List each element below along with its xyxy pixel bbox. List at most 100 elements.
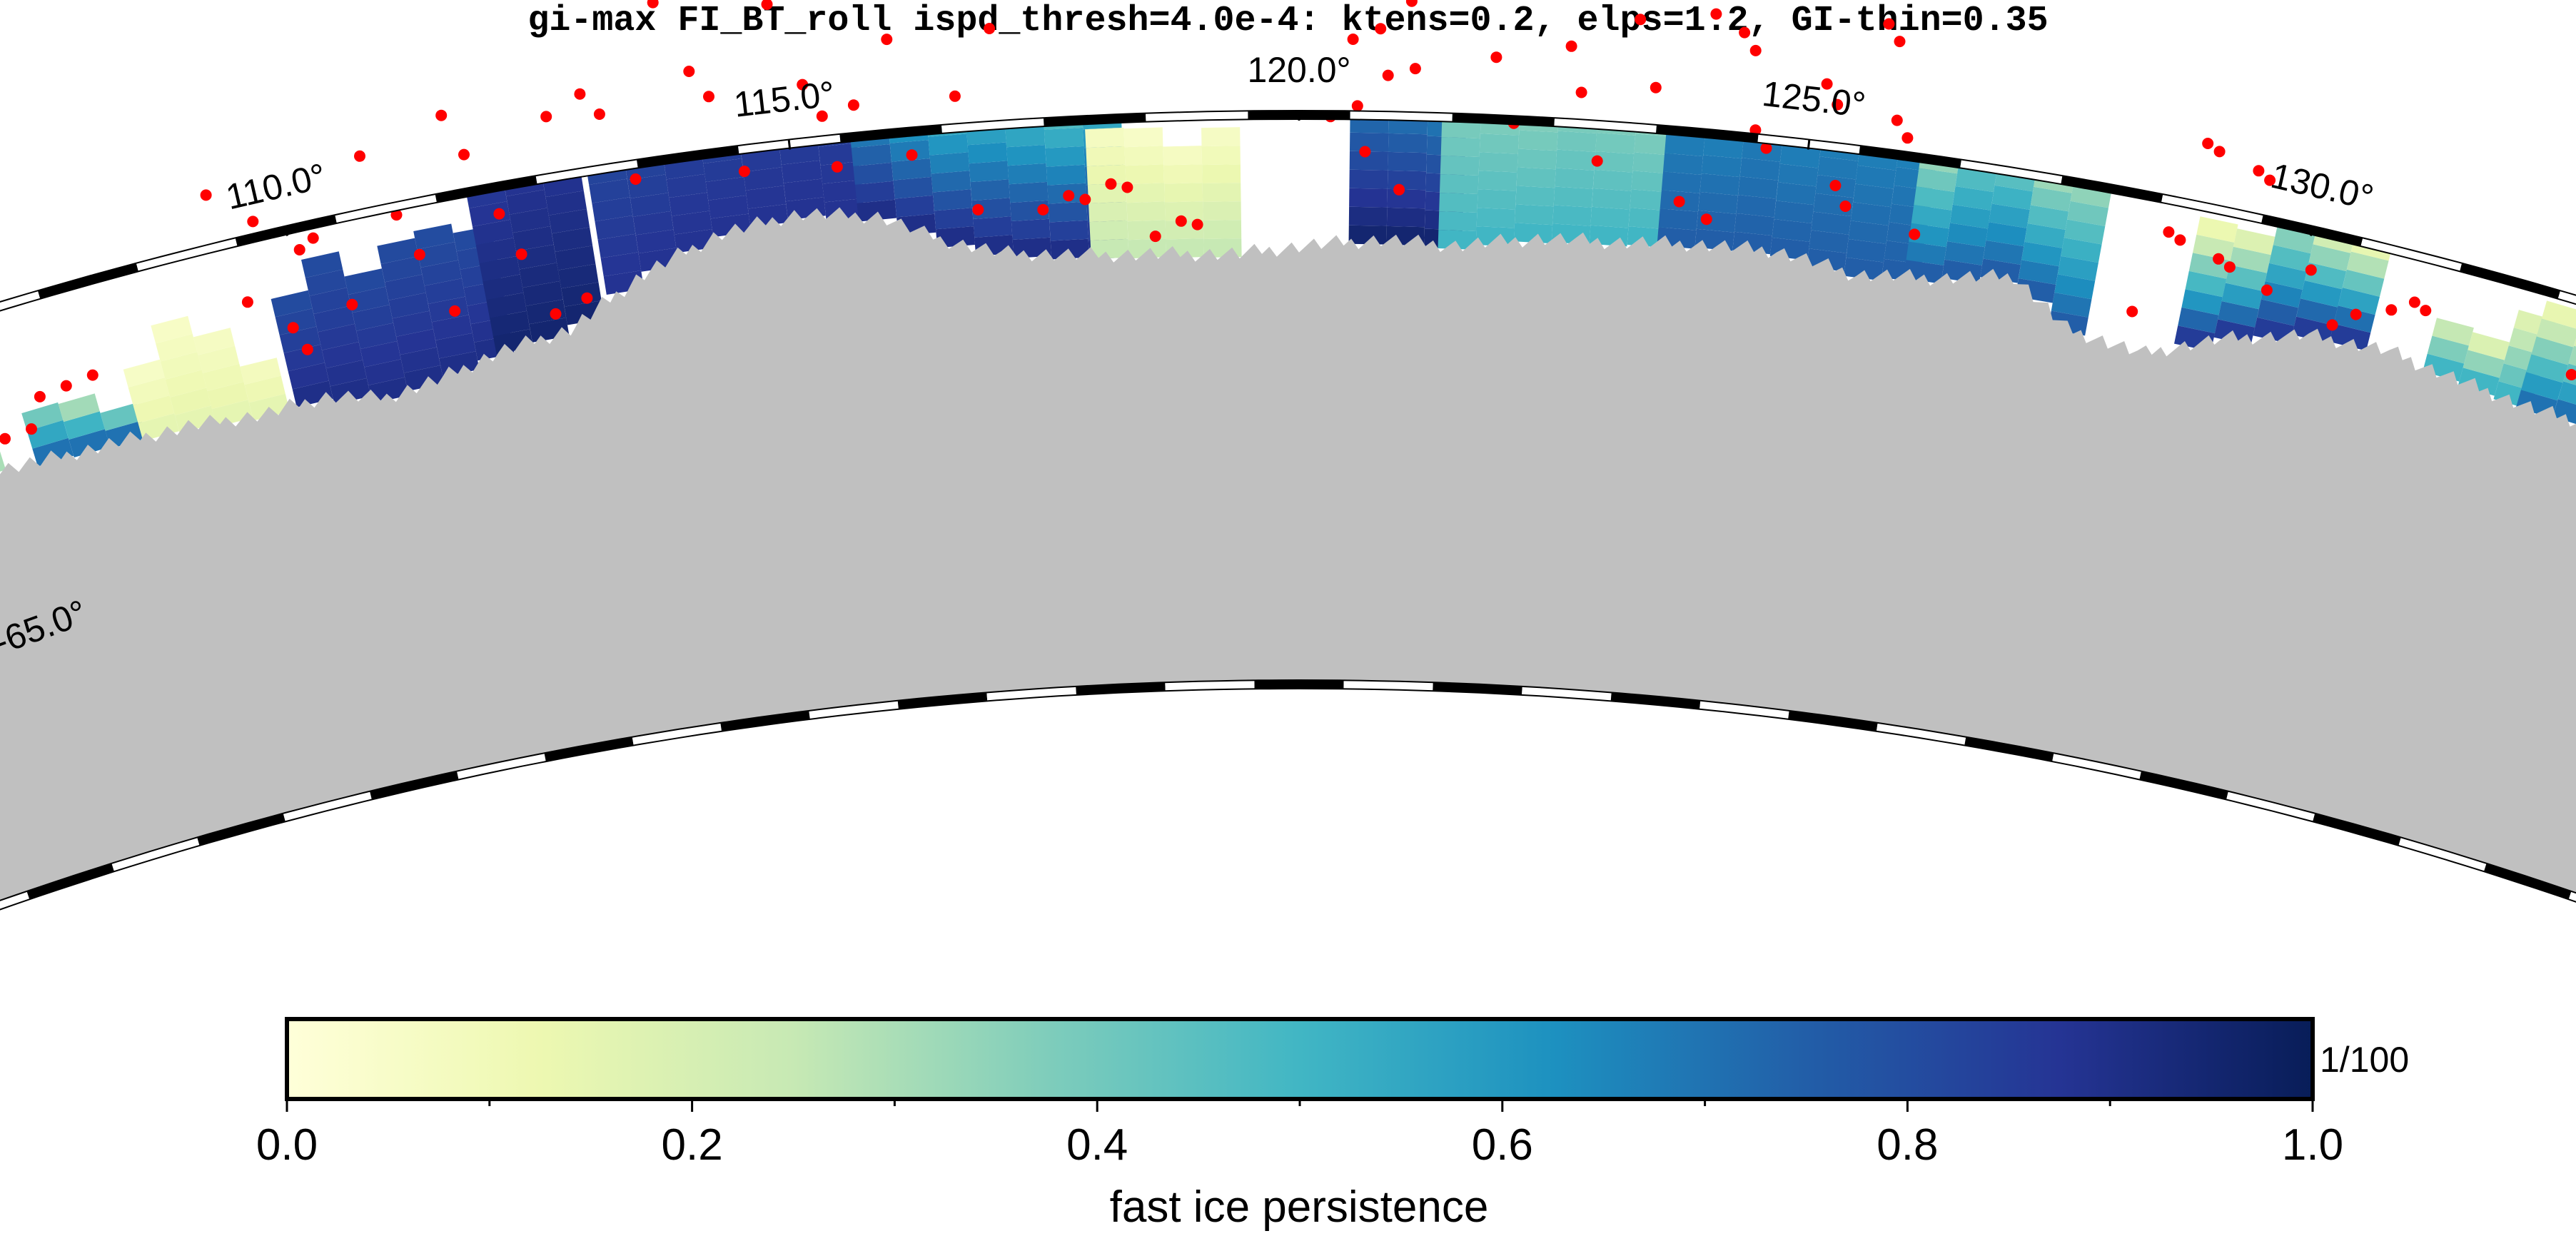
fast-ice-cell [1042,91,1082,111]
fast-ice-cell [469,201,510,227]
fast-ice-cell [1438,211,1478,231]
fast-ice-cell [1086,164,1126,186]
fast-ice-cell [244,375,286,403]
frame-segment [37,263,138,299]
grounded-iceberg-dot [1650,81,1662,93]
fast-ice-cell [959,31,1000,53]
fast-ice-cell [2003,112,2045,137]
fast-ice-cell [1202,183,1241,202]
grounded-iceberg-dot [307,232,319,244]
fast-ice-cell [1595,133,1636,154]
fast-ice-cell [961,50,1001,71]
fast-ice-cell [1909,223,1949,248]
fast-ice-cell [472,219,514,245]
fast-ice-cell [600,252,642,277]
fast-ice-cell [767,31,808,54]
fast-ice-cell [1086,146,1126,167]
frame-segment [1076,682,1166,695]
fast-ice-cell [1478,171,1517,191]
frame-segment [1146,111,1248,122]
fast-ice-cell [1914,186,1955,211]
grounded-iceberg-dot [2326,319,2338,331]
fast-ice-cell [764,13,806,36]
fast-ice-cell [1779,145,1821,168]
fast-ice-cell [2338,288,2380,315]
fast-ice-cell [2536,318,2576,348]
fast-ice-cell [105,420,147,449]
fast-ice-cell [2257,299,2298,326]
fast-ice-cell [1921,131,1963,156]
fast-ice-cell [2229,246,2271,273]
frame-segment [1350,111,1453,122]
fast-ice-cell [2531,336,2574,365]
fast-ice-cell [1631,171,1672,193]
frame-segment [1788,710,1878,731]
grounded-iceberg-dot [1739,26,1751,39]
frame-segment [2161,194,2263,223]
fast-ice-cell [1706,111,1747,122]
fast-ice-cell [1009,181,1049,203]
fast-ice-cell [1672,42,1713,64]
frame-segment [1165,680,1255,692]
frame-segment [26,863,115,900]
fast-ice-cell [1831,46,1872,69]
fast-ice-cell [313,305,355,333]
fast-ice-cell [1665,134,1705,157]
fast-ice-cell [515,244,557,270]
fast-ice-cell [1089,201,1128,223]
fast-ice-cell [851,144,892,166]
fast-ice-cell [1202,164,1241,183]
grounded-iceberg-dot [346,298,358,310]
fast-ice-cell [1388,151,1427,172]
grounded-iceberg-dot [1883,18,1895,30]
grounded-iceberg-dot [1359,146,1371,158]
fast-ice-cell [809,51,850,74]
grounded-iceberg-dot [2305,264,2317,276]
fast-ice-cell [2178,307,2219,333]
fast-ice-cell [2018,260,2059,285]
fast-ice-cell [883,66,924,88]
fast-ice-cell [839,15,880,37]
fast-ice-cell [2521,372,2563,401]
fast-ice-cell [2039,131,2081,157]
fast-ice-cell [1041,72,1081,93]
grounded-iceberg-dot [86,369,99,381]
fast-ice-cell [619,119,661,143]
fast-ice-cell [1869,55,1911,78]
fast-ice-cell [2269,245,2311,272]
fast-ice-cell [842,52,884,74]
fast-ice-cell [322,342,363,369]
fast-ice-cell [1128,238,1167,259]
grounded-iceberg-dot [1832,98,1844,111]
fast-ice-cell [1671,61,1712,83]
fast-ice-cell [2061,238,2102,263]
grounded-iceberg-dot [1591,155,1603,167]
fast-ice-cell [198,345,240,373]
fast-ice-cell [1203,220,1242,239]
grounded-iceberg-dot [1821,78,1833,90]
fast-ice-cell [1772,219,1812,242]
fast-ice-cell [2000,130,2042,156]
fast-ice-cell [1123,127,1163,148]
fast-ice-cell [931,171,971,193]
grounded-iceberg-dot [493,208,505,220]
grounded-iceberg-dot [1149,231,1161,243]
frame-segment [2360,238,2463,272]
fast-ice-cell [1046,164,1086,186]
fast-ice-cell [1079,54,1119,74]
fast-ice-cell [2006,111,2049,118]
grounded-iceberg-dot [449,305,461,317]
fast-ice-cell [170,387,211,415]
fast-ice-cell [1349,188,1388,208]
fast-ice-cell [26,420,69,449]
fast-ice-cell [844,70,884,92]
fast-ice-cell [1555,149,1596,171]
fast-ice-cell [1050,238,1089,260]
fast-ice-cell [1515,186,1555,207]
fast-ice-cell [1001,71,1041,91]
frame-segment [2139,771,2228,800]
fast-ice-cell [1864,111,1906,116]
fast-ice-cell [490,310,530,336]
fast-ice-cell [1663,153,1703,175]
